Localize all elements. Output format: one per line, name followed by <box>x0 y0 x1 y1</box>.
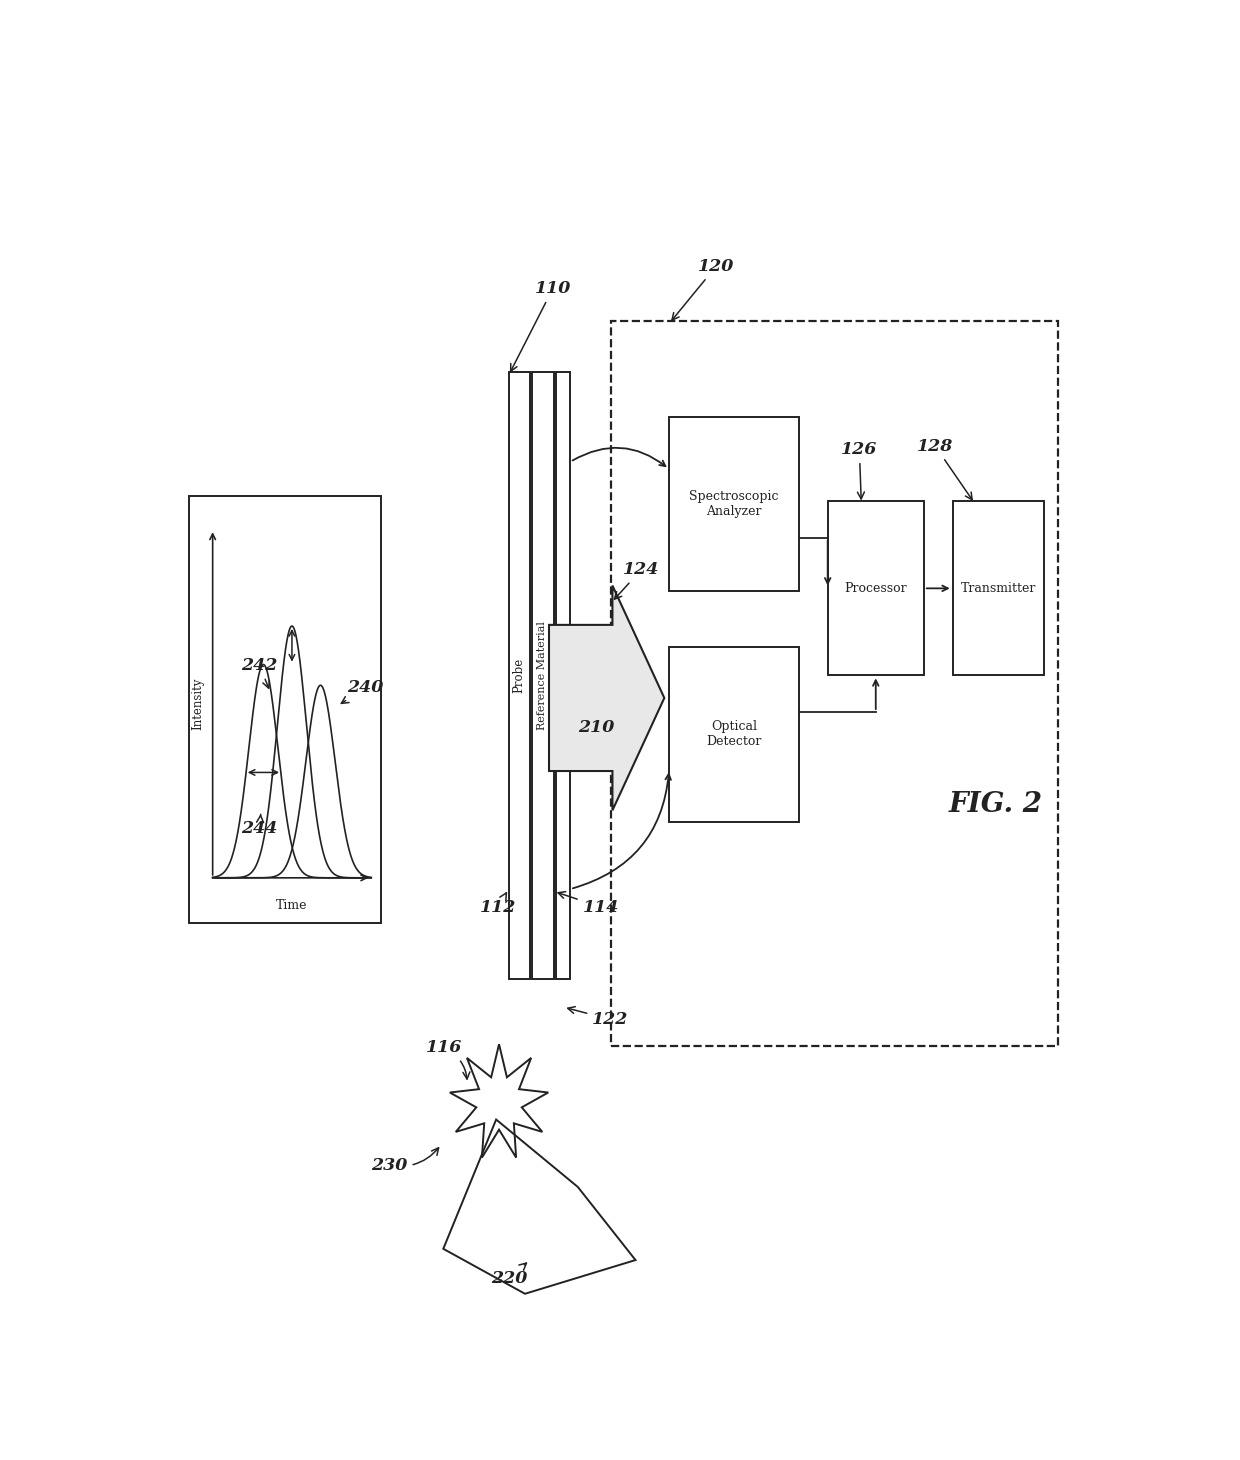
Bar <box>532 372 554 980</box>
Text: 120: 120 <box>672 258 734 320</box>
Text: 112: 112 <box>480 892 516 915</box>
Text: Probe: Probe <box>512 658 526 694</box>
Text: 124: 124 <box>615 561 660 599</box>
Bar <box>952 501 1044 676</box>
Text: 210: 210 <box>578 718 614 736</box>
Bar <box>670 647 799 822</box>
Text: Intensity: Intensity <box>192 677 205 730</box>
Text: Time: Time <box>277 899 308 912</box>
Text: 240: 240 <box>341 679 383 704</box>
Text: 220: 220 <box>491 1263 528 1286</box>
Text: Spectroscopic
Analyzer: Spectroscopic Analyzer <box>689 491 779 518</box>
Text: FIG. 2: FIG. 2 <box>949 791 1043 818</box>
Text: 114: 114 <box>558 892 619 915</box>
Bar <box>556 372 570 980</box>
Text: Optical
Detector: Optical Detector <box>707 720 761 749</box>
Text: 230: 230 <box>371 1148 439 1174</box>
Text: Transmitter: Transmitter <box>961 583 1035 594</box>
Text: 244: 244 <box>242 815 278 837</box>
Text: 128: 128 <box>918 438 972 499</box>
Text: 116: 116 <box>427 1040 470 1079</box>
Bar <box>828 501 924 676</box>
Text: 126: 126 <box>841 441 878 499</box>
Text: 242: 242 <box>242 657 278 688</box>
Bar <box>508 372 529 980</box>
Text: Processor: Processor <box>844 583 908 594</box>
Text: 122: 122 <box>568 1006 629 1028</box>
Text: 110: 110 <box>511 280 570 371</box>
Bar <box>611 321 1058 1047</box>
Bar <box>670 418 799 591</box>
Text: Reference Material: Reference Material <box>537 620 547 730</box>
Polygon shape <box>549 585 665 810</box>
Bar <box>188 495 381 923</box>
